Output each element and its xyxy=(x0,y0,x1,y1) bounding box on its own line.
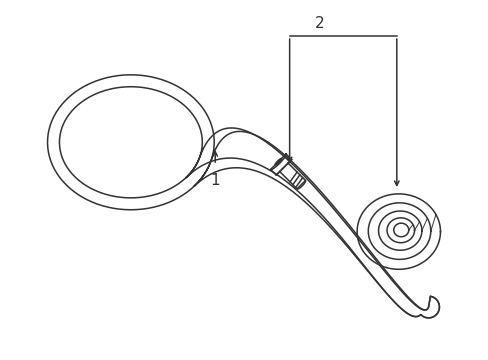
Text: 1: 1 xyxy=(210,173,220,188)
Text: 2: 2 xyxy=(314,16,324,31)
